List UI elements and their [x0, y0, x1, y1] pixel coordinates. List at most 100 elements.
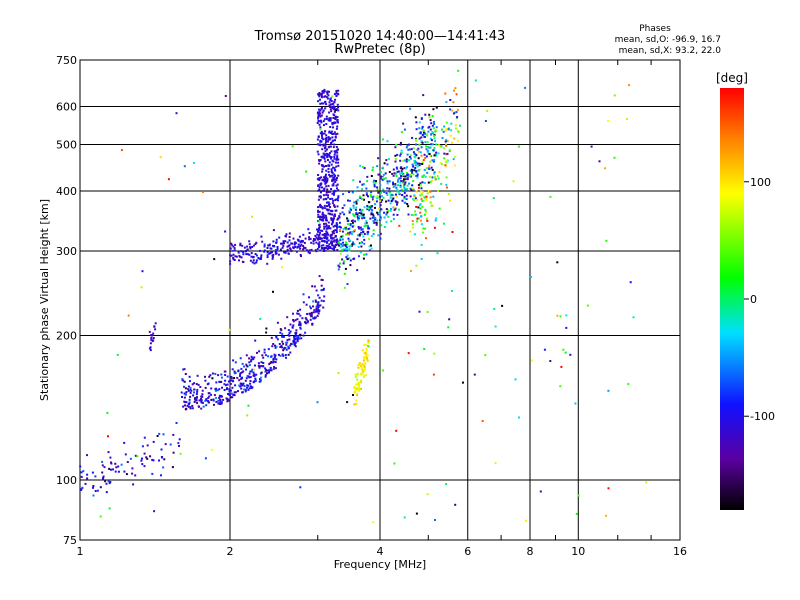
data-point [120, 149, 123, 152]
data-point [220, 373, 223, 376]
data-point [395, 429, 398, 432]
data-point [342, 241, 344, 244]
data-point [386, 163, 389, 166]
data-point [324, 214, 327, 217]
data-point [429, 137, 432, 140]
data-point [338, 215, 341, 218]
data-point [316, 310, 319, 312]
data-point [251, 386, 254, 389]
data-point [275, 238, 278, 241]
data-point [161, 456, 164, 459]
data-point [312, 242, 315, 245]
data-point [333, 131, 336, 134]
data-point [159, 156, 162, 159]
data-point [230, 396, 233, 399]
data-point [364, 352, 367, 355]
data-point [191, 383, 194, 386]
data-point [321, 137, 324, 139]
data-point [334, 199, 337, 202]
data-point [386, 140, 389, 143]
data-point [267, 355, 270, 358]
data-point [359, 251, 362, 254]
data-point [409, 230, 412, 233]
data-point [317, 100, 320, 103]
data-point [264, 374, 267, 377]
data-point [324, 147, 327, 150]
data-point [335, 240, 338, 243]
data-point [336, 103, 339, 106]
data-point [413, 162, 416, 165]
data-point [322, 143, 325, 146]
data-point [302, 293, 305, 296]
data-point [447, 192, 450, 195]
data-point [444, 140, 447, 143]
data-point [435, 106, 438, 109]
data-point [363, 367, 366, 370]
data-point [314, 300, 317, 303]
data-point [262, 356, 265, 359]
data-point [345, 256, 348, 259]
data-point [399, 177, 402, 180]
data-point [335, 179, 338, 182]
data-point [367, 345, 370, 347]
data-point [362, 371, 365, 374]
data-point [412, 187, 414, 190]
data-point [321, 240, 324, 243]
data-point [379, 175, 382, 178]
data-point [424, 175, 427, 178]
data-point [319, 238, 321, 240]
data-point [328, 101, 331, 104]
data-point [425, 237, 427, 240]
data-point [362, 183, 365, 186]
data-point [348, 257, 351, 260]
data-point [282, 349, 285, 352]
data-point [428, 113, 431, 116]
data-point [109, 456, 112, 459]
data-point [381, 199, 384, 202]
data-point [539, 490, 542, 493]
data-point [334, 116, 337, 119]
data-point [383, 178, 386, 181]
data-point [326, 241, 328, 244]
data-point [289, 330, 292, 333]
data-point [316, 143, 319, 146]
data-point [372, 199, 375, 202]
data-point [239, 372, 242, 375]
data-point [323, 124, 325, 127]
data-point [388, 190, 391, 193]
data-point [182, 368, 185, 371]
data-point [419, 194, 422, 197]
data-point [234, 391, 237, 394]
data-point [322, 198, 325, 201]
x-tick-label: 8 [527, 545, 534, 558]
data-point [382, 173, 385, 176]
data-point [355, 202, 358, 205]
data-point [359, 365, 362, 367]
data-point [425, 167, 428, 170]
data-point [99, 486, 102, 489]
data-point [423, 136, 426, 138]
data-point [254, 253, 257, 255]
data-point [451, 109, 454, 112]
data-point [101, 464, 104, 467]
data-point [230, 392, 233, 395]
data-point [292, 319, 295, 321]
data-point [556, 261, 559, 264]
data-point [307, 320, 309, 323]
data-point [329, 105, 332, 108]
data-point [406, 188, 409, 191]
data-point [341, 230, 344, 233]
data-point [232, 256, 235, 259]
data-point [152, 440, 155, 443]
data-point [399, 181, 402, 184]
data-point [383, 162, 386, 165]
data-point [296, 245, 299, 248]
data-point [401, 188, 403, 191]
data-point [189, 407, 192, 410]
data-point [185, 391, 188, 394]
data-point [317, 306, 320, 308]
data-point [319, 195, 322, 198]
data-point [369, 207, 372, 210]
x-axis-label: Frequency [MHz] [334, 558, 426, 571]
